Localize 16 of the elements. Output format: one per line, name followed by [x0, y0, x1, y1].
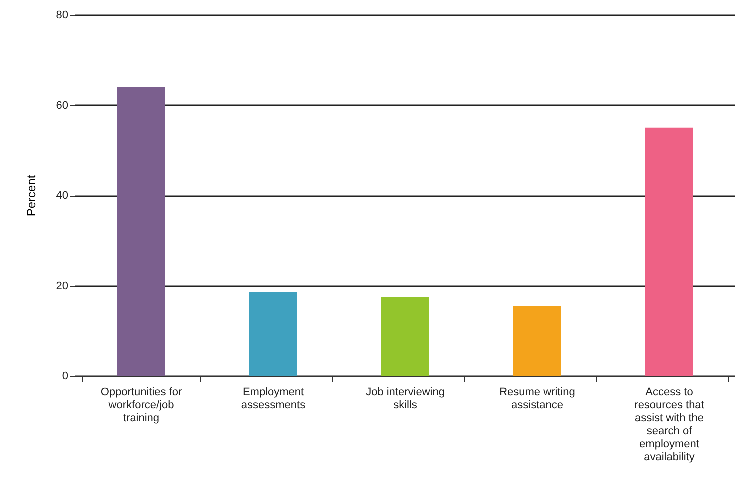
bar — [249, 292, 297, 376]
bar — [381, 297, 429, 376]
y-tick-label: 20 — [56, 280, 68, 292]
x-tick-label: Access to resources that assist with the search of employment availability — [634, 386, 704, 464]
x-tick-label: Resume writing assistance — [500, 386, 576, 412]
y-tick-label: 40 — [56, 190, 68, 202]
y-tick-label: 80 — [56, 10, 68, 22]
y-tick-label: 60 — [56, 100, 68, 112]
x-tick-label: Employment assessments — [241, 386, 306, 412]
x-tick-label: Opportunities for workforce/job training — [100, 386, 182, 424]
x-tick-label: Job interviewing skills — [366, 386, 445, 412]
bar — [117, 87, 165, 376]
bar — [645, 128, 693, 376]
y-tick-label: 0 — [62, 370, 68, 382]
y-axis-title: Percent — [24, 174, 38, 217]
bar — [513, 306, 561, 376]
